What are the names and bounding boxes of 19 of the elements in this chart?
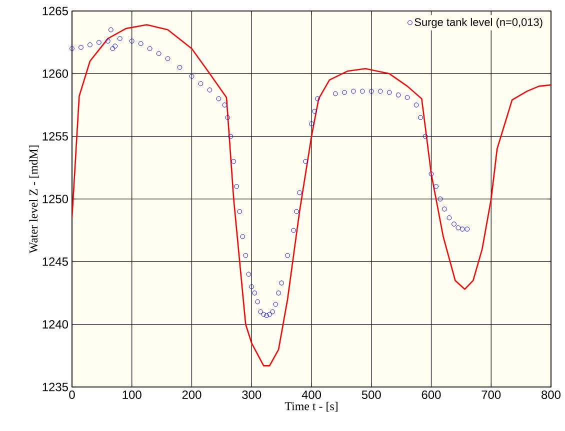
y-tick-label: 1265	[42, 6, 68, 16]
y-tick-label: 1250	[42, 194, 68, 204]
x-tick-label: 100	[122, 390, 142, 399]
x-tick-label: 200	[182, 390, 202, 399]
y-tick-label: 1255	[42, 132, 68, 141]
x-axis-title: Time t - [s]	[284, 402, 338, 412]
legend-label: Surge tank level (n=0,013)	[414, 18, 542, 28]
x-tick-label: 800	[542, 390, 561, 399]
y-axis-title: Water level Z - [mdM]	[29, 146, 40, 254]
y-tick-label: 1260	[42, 69, 68, 78]
x-tick-label: 300	[242, 390, 262, 399]
y-tick-label: 1245	[42, 257, 68, 266]
x-tick-label: 500	[362, 390, 381, 399]
x-tick-label: 0	[69, 390, 75, 399]
y-tick-label: 1240	[42, 320, 68, 329]
x-tick-label: 400	[302, 390, 322, 399]
x-tick-label: 600	[422, 390, 441, 399]
y-tick-label: 1235	[42, 382, 68, 392]
x-tick-label: 700	[482, 390, 501, 399]
